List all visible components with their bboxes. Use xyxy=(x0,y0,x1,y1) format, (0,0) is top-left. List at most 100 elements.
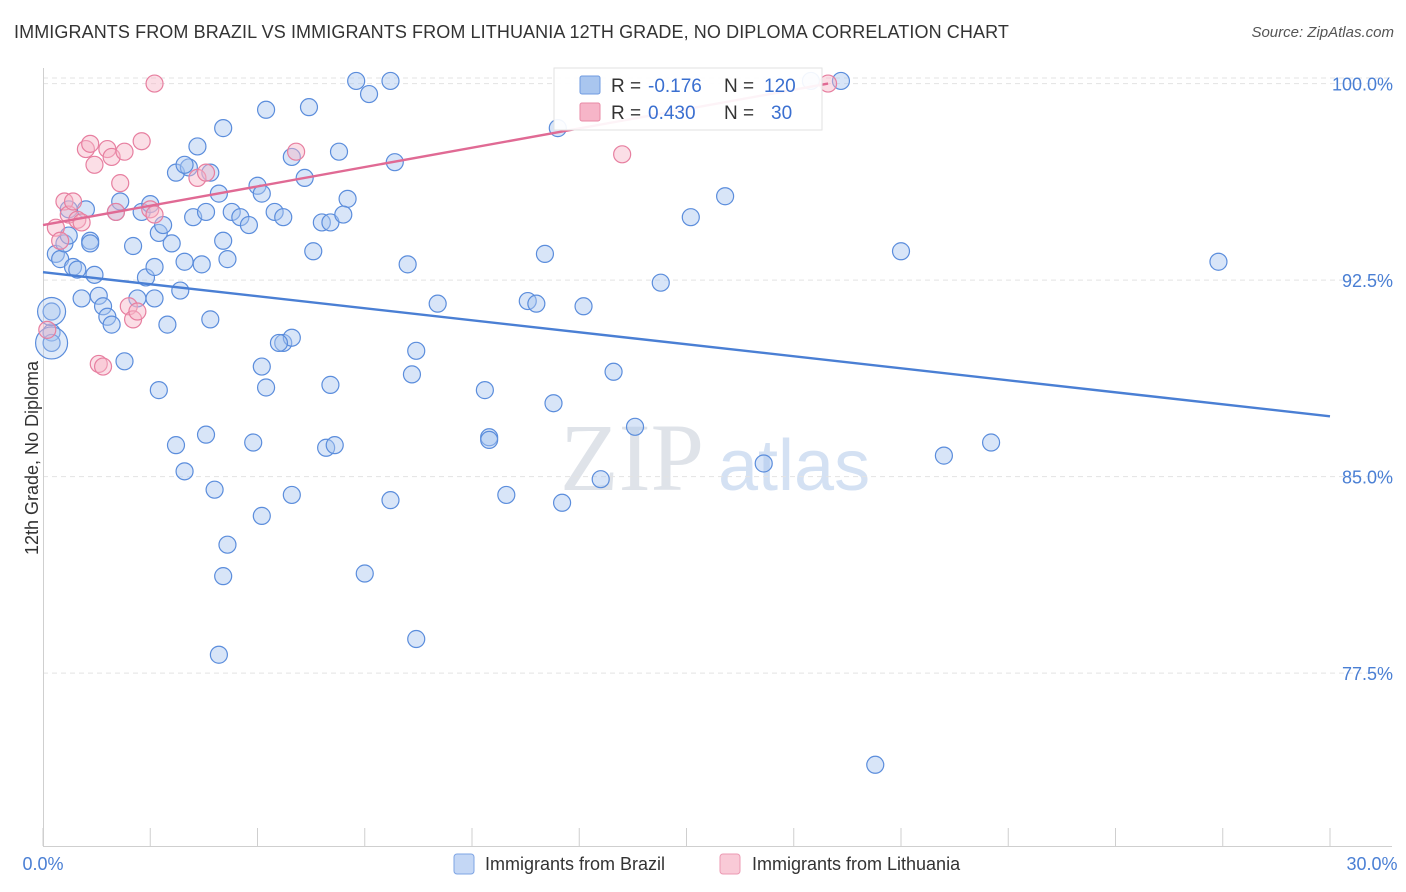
brazil-point xyxy=(162,234,181,253)
brazil-point xyxy=(475,381,494,400)
brazil-point xyxy=(274,208,293,227)
y-tick-label-3: 100.0% xyxy=(1332,75,1393,95)
brazil-point xyxy=(398,255,417,274)
brazil-point xyxy=(123,236,143,256)
lithuania-point xyxy=(115,142,134,161)
brazil-point xyxy=(355,564,374,583)
brazil-point xyxy=(329,142,349,161)
brazil-point xyxy=(527,294,546,313)
brazil-point xyxy=(574,297,593,316)
legend-n-label-brazil: N = xyxy=(724,76,754,97)
brazil-point xyxy=(175,462,194,481)
brazil-point xyxy=(407,629,426,649)
brazil-point xyxy=(347,71,366,91)
lithuania-point xyxy=(93,357,113,376)
lithuania-point xyxy=(188,168,207,187)
x-tick-label-max: 30.0% xyxy=(1346,854,1397,874)
bottom-legend-label-brazil: Immigrants from Brazil xyxy=(485,854,665,874)
brazil-point xyxy=(175,155,194,174)
brazil-point xyxy=(192,255,211,274)
legend-r-value-lithuania: 0.430 xyxy=(648,103,696,124)
lithuania-point xyxy=(287,142,306,161)
series-legend: Immigrants from Brazil Immigrants from L… xyxy=(453,853,961,875)
source-credit: Source: ZipAtlas.com xyxy=(1251,24,1394,41)
lithuania-point xyxy=(132,132,151,151)
stats-legend: R = -0.176 N = 120 R = 0.430 N = 30 xyxy=(553,67,823,131)
brazil-point xyxy=(188,137,207,156)
brazil-point xyxy=(325,436,344,455)
legend-r-label-lithuania: R = xyxy=(611,103,641,124)
trend-lines xyxy=(42,82,1331,418)
brazil-point xyxy=(934,446,954,465)
brazil-point xyxy=(334,205,353,224)
brazil-point xyxy=(149,381,168,400)
series-lithuania-points xyxy=(38,74,838,376)
brazil-point xyxy=(256,100,276,119)
brazil-point xyxy=(252,357,271,376)
brazil-point xyxy=(218,250,237,269)
brazil-point xyxy=(81,234,100,253)
lithuania-point xyxy=(196,163,216,182)
brazil-point xyxy=(222,202,241,222)
bottom-legend-swatch-lithuania xyxy=(719,853,741,875)
brazil-point xyxy=(544,394,563,413)
brazil-point xyxy=(209,645,228,664)
brazil-point xyxy=(407,341,426,360)
brazil-point xyxy=(604,362,623,381)
grid-lines xyxy=(43,77,1392,674)
brazil-point xyxy=(359,84,379,104)
brazil-point xyxy=(681,208,700,227)
brazil-point xyxy=(625,417,645,436)
brazil-point xyxy=(93,297,113,316)
axes xyxy=(43,68,1392,847)
legend-swatch-lithuania xyxy=(579,102,601,122)
y-tick-label-2: 92.5% xyxy=(1342,271,1393,291)
x-ticks xyxy=(42,828,1331,846)
watermark-atlas: atlas xyxy=(718,426,870,506)
brazil-point xyxy=(256,378,276,397)
brazil-point xyxy=(304,242,323,261)
brazil-point xyxy=(145,289,164,308)
chart-title: IMMIGRANTS FROM BRAZIL VS IMMIGRANTS FRO… xyxy=(14,22,1009,42)
brazil-point xyxy=(497,485,516,505)
brazil-point xyxy=(651,273,670,292)
brazil-point xyxy=(428,294,447,313)
brazil-point xyxy=(196,202,216,222)
legend-n-value-lithuania: 30 xyxy=(771,103,792,124)
brazil-point xyxy=(115,352,134,371)
brazil-point xyxy=(102,315,121,334)
brazil-point xyxy=(381,71,400,91)
legend-n-value-brazil: 120 xyxy=(764,76,796,97)
brazil-point xyxy=(214,119,233,138)
trendline-brazil xyxy=(42,271,1331,418)
brazil-point xyxy=(145,257,164,277)
y-tick-labels: 77.5% 85.0% 92.5% 100.0% xyxy=(1332,75,1393,685)
lithuania-point xyxy=(51,231,70,250)
brazil-point xyxy=(1209,252,1228,271)
brazil-point xyxy=(265,202,284,222)
brazil-point xyxy=(299,98,319,117)
brazil-point-cluster xyxy=(36,296,67,327)
brazil-point xyxy=(89,286,108,305)
bottom-legend-swatch-brazil xyxy=(453,853,475,875)
watermark-zip: ZIP xyxy=(560,404,704,511)
brazil-point xyxy=(716,187,735,206)
brazil-point xyxy=(175,252,194,271)
brazil-point xyxy=(321,375,340,394)
brazil-point xyxy=(866,755,885,774)
brazil-point-cluster xyxy=(34,326,69,360)
brazil-point xyxy=(244,433,263,452)
legend-n-label-lithuania: N = xyxy=(724,103,754,124)
brazil-point xyxy=(205,480,224,499)
lithuania-point xyxy=(81,134,100,153)
brazil-point xyxy=(269,333,289,353)
brazil-point xyxy=(166,436,186,455)
brazil-point xyxy=(338,189,357,208)
lithuania-point xyxy=(38,320,57,339)
bottom-legend-label-lithuania: Immigrants from Lithuania xyxy=(752,854,961,874)
brazil-point xyxy=(981,433,1001,452)
brazil-point xyxy=(402,365,422,384)
brazil-point xyxy=(480,430,499,449)
brazil-point xyxy=(85,265,104,284)
brazil-point xyxy=(196,425,216,444)
